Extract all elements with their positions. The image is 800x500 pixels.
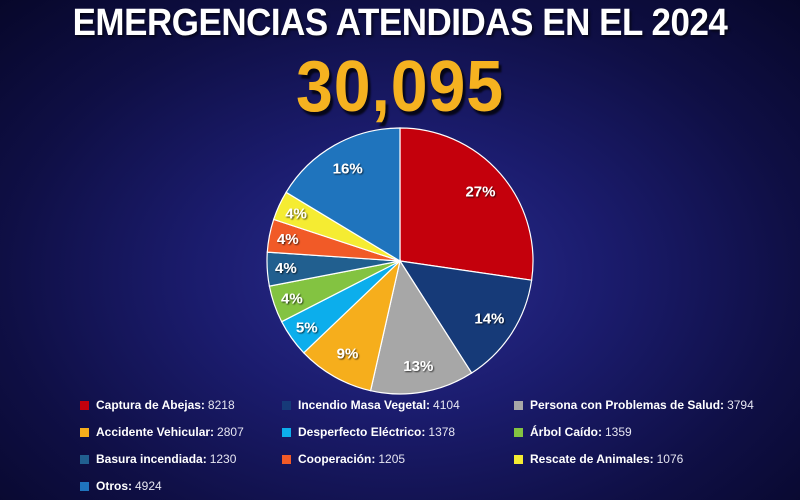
legend-item: Otros: 4924 bbox=[80, 477, 162, 495]
legend-item: Accidente Vehicular: 2807 bbox=[80, 423, 244, 441]
pie-slice bbox=[302, 259, 402, 392]
legend-label: Basura incendiada: bbox=[96, 452, 207, 466]
legend-item: Rescate de Animales: 1076 bbox=[514, 450, 683, 468]
legend-value: 4104 bbox=[433, 398, 460, 412]
legend-label: Accidente Vehicular: bbox=[96, 425, 215, 439]
legend-label: Otros: bbox=[96, 479, 132, 493]
pie-slice bbox=[285, 127, 401, 263]
legend-swatch bbox=[282, 427, 291, 437]
legend-item: Cooperación: 1205 bbox=[282, 450, 405, 468]
chart-title: EMERGENCIAS ATENDIDAS EN EL 2024 bbox=[72, 2, 728, 44]
legend-swatch bbox=[80, 454, 89, 464]
total-count: 30,095 bbox=[295, 47, 505, 127]
legend-value: 1378 bbox=[428, 425, 456, 439]
legend-label: Desperfecto Eléctrico: bbox=[298, 425, 426, 439]
legend-value: 1230 bbox=[209, 452, 237, 466]
slice-percent-label: 4% bbox=[285, 205, 307, 222]
legend-label: Persona con Problemas de Salud: bbox=[530, 398, 725, 412]
slice-percent-label: 27% bbox=[465, 183, 495, 200]
legend-value: 1076 bbox=[656, 452, 684, 466]
legend-label: Captura de Abejas: bbox=[96, 398, 205, 412]
legend-item: Desperfecto Eléctrico: 1378 bbox=[282, 423, 455, 441]
legend-item: Basura incendiada: 1230 bbox=[80, 450, 236, 468]
legend-value: 2807 bbox=[217, 425, 244, 439]
slice-percent-label: 4% bbox=[277, 231, 299, 248]
pie-slice bbox=[369, 259, 473, 395]
legend-swatch bbox=[282, 400, 291, 410]
legend-label: Árbol Caído: bbox=[530, 425, 602, 439]
slice-percent-label: 5% bbox=[296, 319, 318, 336]
legend-value: 4924 bbox=[135, 479, 162, 493]
legend-swatch bbox=[80, 481, 89, 491]
legend-swatch bbox=[514, 454, 523, 464]
pie-slice bbox=[398, 260, 533, 374]
legend-swatch bbox=[282, 454, 291, 464]
legend-item: Captura de Abejas: 8218 bbox=[80, 396, 235, 414]
legend-swatch bbox=[514, 400, 523, 410]
legend-label: Incendio Masa Vegetal: bbox=[298, 398, 431, 412]
legend-item: Persona con Problemas de Salud: 3794 bbox=[514, 396, 754, 414]
slice-percent-label: 16% bbox=[333, 160, 363, 177]
slice-percent-label: 9% bbox=[337, 346, 359, 363]
slice-percent-label: 4% bbox=[275, 260, 297, 277]
legend-item: Árbol Caído: 1359 bbox=[514, 423, 632, 441]
slice-percent-label: 13% bbox=[403, 358, 433, 375]
legend-item: Incendio Masa Vegetal: 4104 bbox=[282, 396, 460, 414]
legend-swatch bbox=[80, 427, 89, 437]
legend-label: Rescate de Animales: bbox=[530, 452, 654, 466]
legend-swatch bbox=[514, 427, 523, 437]
pie-slice bbox=[399, 127, 534, 281]
legend-swatch bbox=[80, 400, 89, 410]
slice-percent-label: 14% bbox=[474, 311, 504, 328]
legend-value: 8218 bbox=[207, 398, 235, 412]
legend-value: 3794 bbox=[727, 398, 754, 412]
slice-percent-label: 4% bbox=[281, 290, 303, 307]
legend-value: 1359 bbox=[605, 425, 632, 439]
legend-label: Cooperación: bbox=[298, 452, 376, 466]
legend-value: 1205 bbox=[378, 452, 406, 466]
